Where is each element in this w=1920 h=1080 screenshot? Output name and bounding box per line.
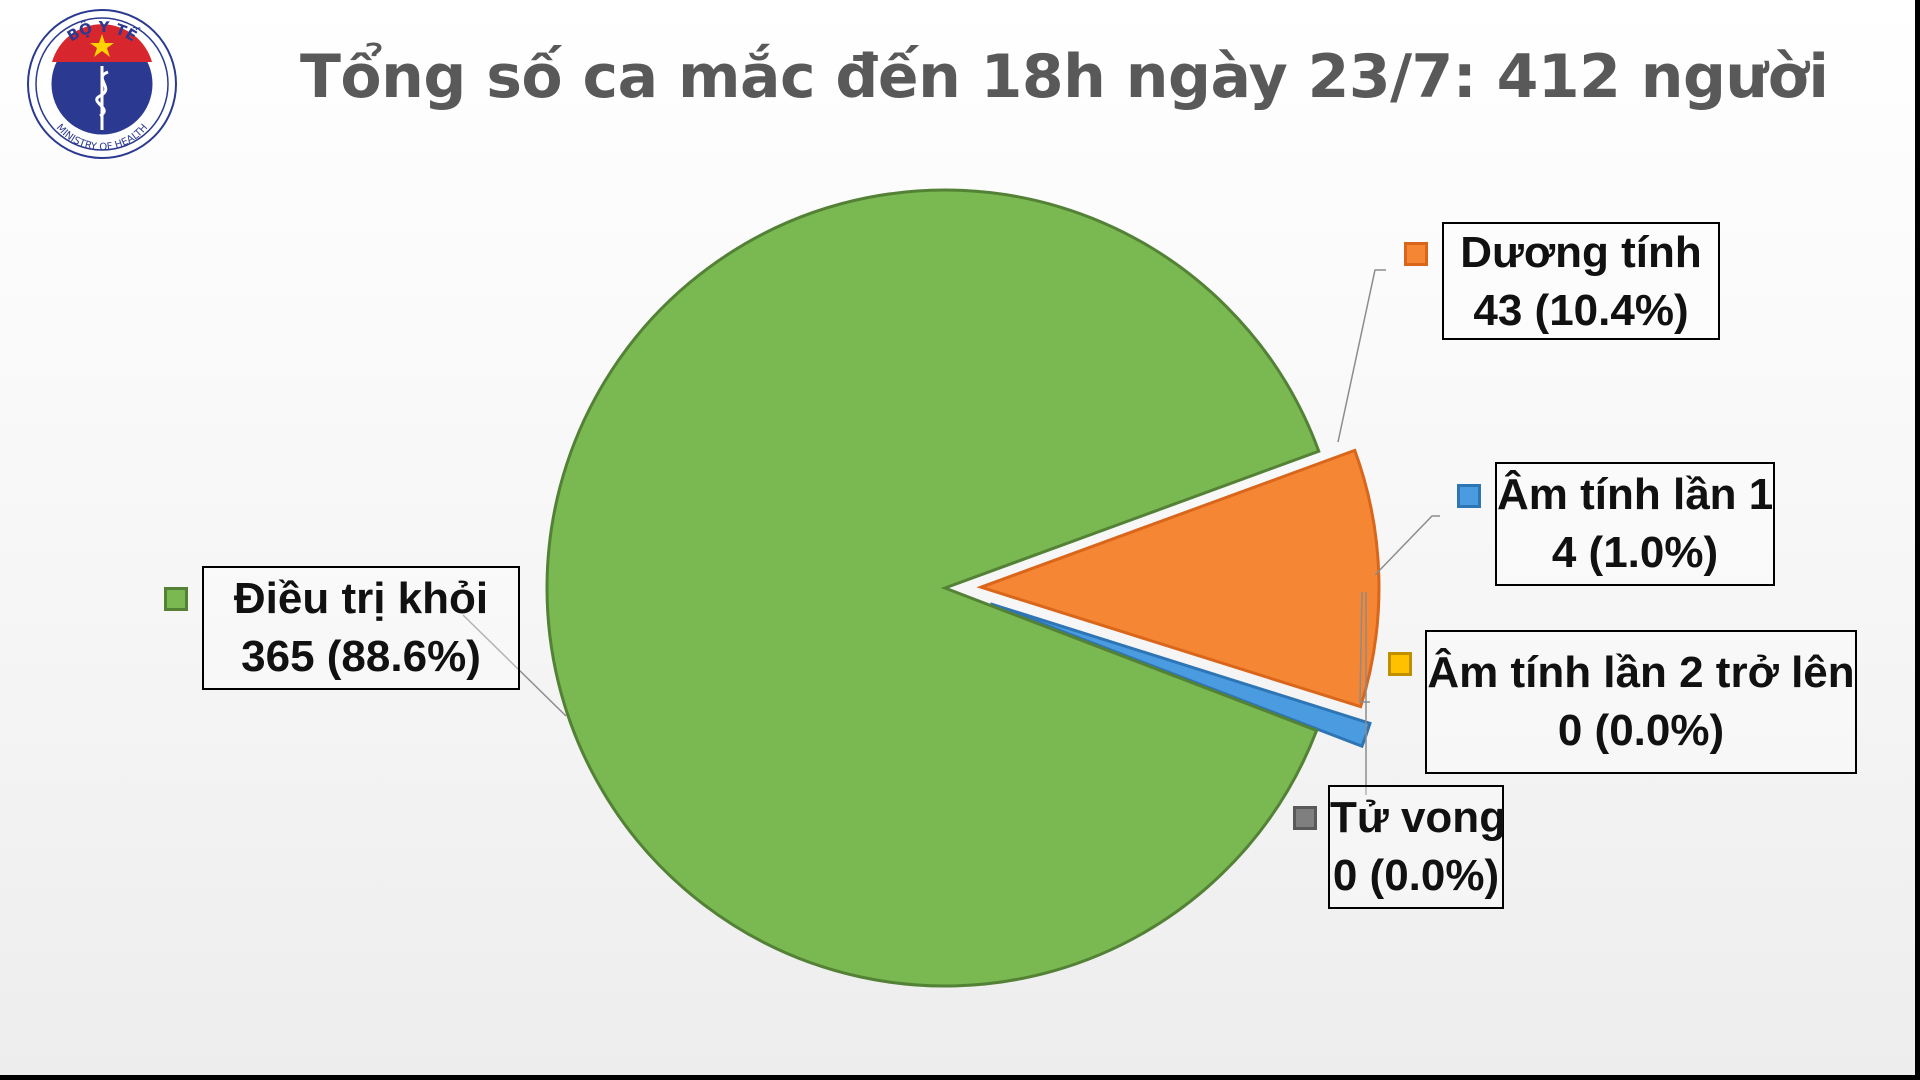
leader-line-am-tinh-lan-1 — [1374, 515, 1440, 576]
legend-key-duong-tinh — [1404, 242, 1428, 266]
slice-name-am-tinh-lan-1: Âm tính lần 1 — [1497, 470, 1774, 519]
leader-line-dieu-tri-khoi — [462, 614, 567, 717]
legend-key-am-tinh-lan-1 — [1457, 484, 1481, 508]
data-label-tu-vong: Tử vong 0 (0.0%) — [1328, 785, 1507, 909]
slice-value-duong-tinh: 43 (10.4%) — [1473, 286, 1689, 335]
chart-title: Tổng số ca mắc đến 18h ngày 23/7: 412 ng… — [300, 42, 1829, 112]
legend-key-tu-vong — [1293, 806, 1317, 830]
slice-value-am-tinh-lan-1: 4 (1.0%) — [1551, 528, 1719, 577]
frame-bottom-edge — [0, 1075, 1920, 1080]
data-label-duong-tinh: Dương tính 43 (10.4%) — [1442, 222, 1720, 340]
slice-name-tu-vong: Tử vong — [1330, 793, 1507, 842]
slice-value-am-tinh-lan-2-tro-len: 0 (0.0%) — [1557, 706, 1725, 755]
legend-key-dieu-tri-khoi — [164, 587, 188, 611]
frame-right-edge — [1915, 0, 1920, 1080]
ministry-of-health-emblem-icon: BỘ Y TẾ MINISTRY OF HEALTH — [27, 9, 177, 159]
leader-line-duong-tinh — [1337, 269, 1386, 443]
slice-name-dieu-tri-khoi: Điều trị khỏi — [233, 574, 489, 623]
slice-value-dieu-tri-khoi: 365 (88.6%) — [241, 632, 481, 681]
legend-key-am-tinh-lan-2-tro-len — [1388, 652, 1412, 676]
slice-name-duong-tinh: Dương tính — [1460, 228, 1702, 277]
data-label-am-tinh-lan-2-tro-len: Âm tính lần 2 trở lên 0 (0.0%) — [1425, 630, 1857, 774]
slice-value-tu-vong: 0 (0.0%) — [1332, 851, 1500, 900]
data-label-dieu-tri-khoi: Điều trị khỏi 365 (88.6%) — [202, 566, 520, 690]
slice-name-am-tinh-lan-2-tro-len: Âm tính lần 2 trở lên — [1427, 648, 1855, 697]
data-label-am-tinh-lan-1: Âm tính lần 1 4 (1.0%) — [1495, 462, 1775, 586]
pie-slice-dieu-tri-khoi — [545, 188, 1321, 988]
